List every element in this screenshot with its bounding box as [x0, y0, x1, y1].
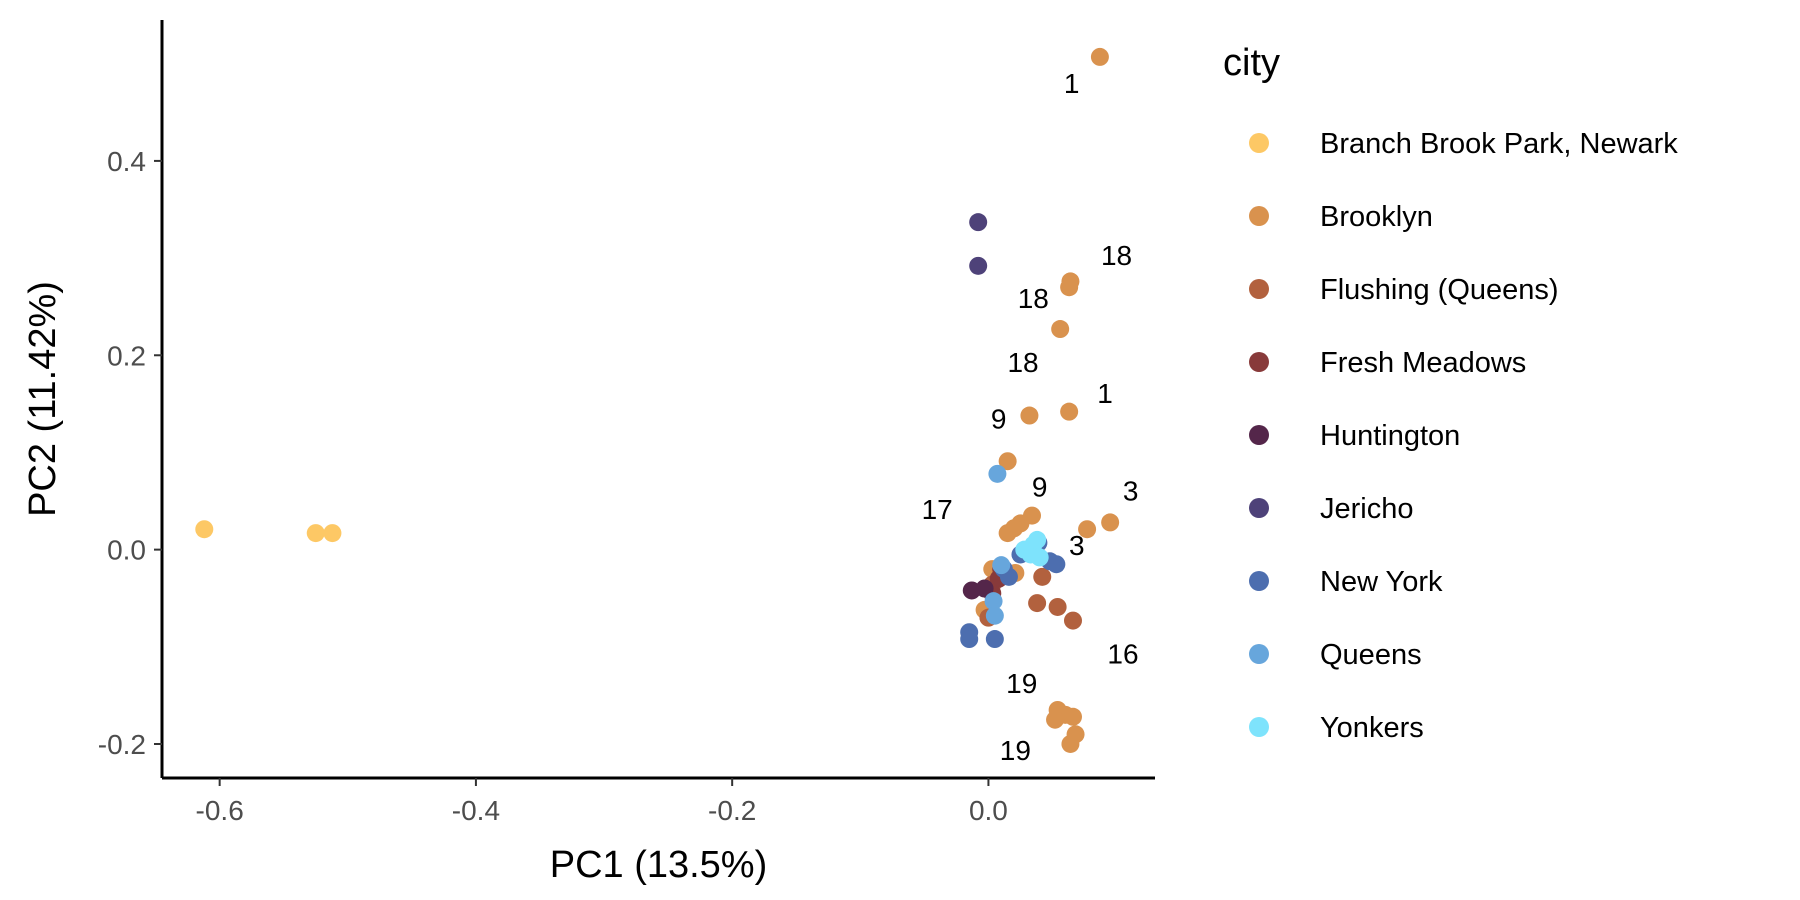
- point-label: 1: [1097, 378, 1113, 409]
- legend-label: New York: [1320, 566, 1443, 598]
- legend-key: [1249, 352, 1269, 372]
- legend-items: Branch Brook Park, Newark Brooklyn Flushin…: [1249, 128, 1678, 744]
- point-label: 17: [922, 494, 953, 525]
- data-point: [1048, 597, 1067, 616]
- data-point: [988, 464, 1007, 483]
- data-point: [1060, 402, 1079, 421]
- legend-title: city: [1223, 42, 1280, 84]
- data-point: [1051, 320, 1070, 339]
- point-label: 19: [1000, 735, 1031, 766]
- data-point: [969, 256, 988, 275]
- data-point: [195, 520, 214, 539]
- y-tick-label: 0.0: [107, 535, 146, 566]
- data-point: [1063, 611, 1082, 630]
- data-point: [985, 630, 1004, 649]
- point-label: 19: [1006, 668, 1037, 699]
- data-point: [1046, 710, 1065, 729]
- legend-label: Fresh Meadows: [1320, 347, 1526, 379]
- data-point: [969, 213, 988, 232]
- legend-key: [1249, 206, 1269, 226]
- point-label: 1: [1064, 68, 1080, 99]
- data-point: [1047, 555, 1066, 574]
- data-point: [1063, 707, 1082, 726]
- x-tick-label: -0.6: [196, 795, 244, 826]
- data-point: [984, 592, 1003, 611]
- data-point: [306, 524, 325, 543]
- point-label: 3: [1069, 530, 1085, 561]
- legend-label: Brooklyn: [1320, 201, 1433, 233]
- legend: city Branch Brook Park, Newark Brooklyn Fl…: [1223, 42, 1678, 744]
- legend-label: Branch Brook Park, Newark: [1320, 128, 1678, 160]
- legend-key: [1249, 571, 1269, 591]
- data-point: [1033, 567, 1052, 586]
- y-tick-label: 0.2: [107, 340, 146, 371]
- x-axis-title: PC1 (13.5%): [550, 844, 768, 886]
- data-point: [998, 524, 1017, 543]
- point-label: 16: [1107, 639, 1138, 670]
- legend-key: [1249, 133, 1269, 153]
- legend-key: [1249, 717, 1269, 737]
- data-point: [992, 556, 1011, 575]
- data-point: [998, 452, 1017, 471]
- point-label: 9: [1032, 471, 1048, 502]
- data-point: [1028, 594, 1047, 613]
- data-point: [323, 524, 342, 543]
- legend-key: [1249, 644, 1269, 664]
- point-label: 3: [1123, 475, 1139, 506]
- legend-label: Huntington: [1320, 420, 1460, 452]
- y-tick-label: -0.2: [98, 729, 146, 760]
- y-tick-label: 0.4: [107, 146, 146, 177]
- point-label: 18: [1018, 283, 1049, 314]
- x-tick-label: 0.0: [969, 795, 1008, 826]
- x-tick-label: -0.4: [452, 795, 500, 826]
- legend-label: Queens: [1320, 639, 1422, 671]
- legend-key: [1249, 425, 1269, 445]
- x-tick-label: -0.2: [708, 795, 756, 826]
- data-point: [1090, 47, 1109, 66]
- legend-label: Yonkers: [1320, 712, 1424, 744]
- data-point: [1015, 540, 1034, 559]
- data-point: [975, 579, 994, 598]
- point-label: 18: [1101, 240, 1132, 271]
- data-point: [1020, 406, 1039, 425]
- data-point: [1030, 548, 1049, 567]
- data-point: [985, 606, 1004, 625]
- points-layer: [195, 47, 1120, 753]
- legend-label: Flushing (Queens): [1320, 274, 1559, 306]
- y-axis-title: PC2 (11.42%): [22, 281, 64, 517]
- data-point: [1061, 734, 1080, 753]
- point-label: 18: [1007, 347, 1038, 378]
- y-axis-ticks: -0.2 0.0 0.2 0.4: [98, 146, 162, 760]
- data-point: [1078, 520, 1097, 539]
- data-point: [1101, 513, 1120, 532]
- data-point: [960, 630, 979, 649]
- x-axis-ticks: -0.6 -0.4 -0.2 0.0: [196, 778, 1008, 826]
- legend-label: Jericho: [1320, 493, 1414, 525]
- point-label: 9: [991, 403, 1007, 434]
- data-point: [1060, 278, 1079, 297]
- legend-key: [1249, 279, 1269, 299]
- legend-key: [1249, 498, 1269, 518]
- data-point: [1028, 530, 1047, 549]
